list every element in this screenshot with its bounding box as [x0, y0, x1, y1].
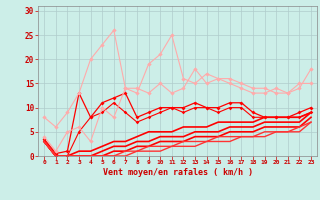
X-axis label: Vent moyen/en rafales ( km/h ): Vent moyen/en rafales ( km/h ) [103, 168, 252, 177]
